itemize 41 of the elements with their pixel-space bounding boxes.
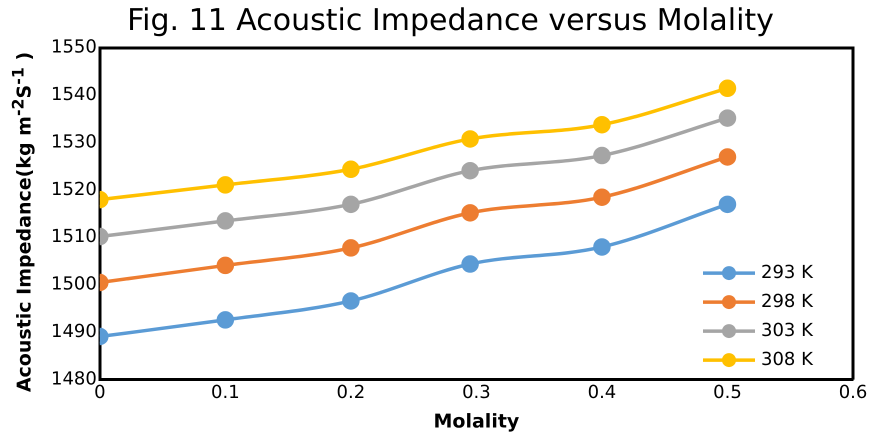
y-tick-label: 1490 — [50, 320, 97, 342]
x-axis-title: Molality — [434, 410, 520, 433]
x-tick-label: 0.6 — [838, 382, 868, 404]
point — [593, 116, 611, 134]
point — [342, 196, 360, 214]
point — [461, 162, 479, 180]
point — [718, 196, 736, 214]
legend-label: 303 K — [761, 320, 814, 341]
point — [216, 311, 234, 329]
x-tick-label: 0.2 — [336, 382, 366, 404]
x-tick-label: 0 — [94, 382, 106, 404]
y-tick-label: 1540 — [50, 84, 97, 106]
point — [718, 80, 736, 98]
point — [593, 188, 611, 206]
point — [342, 160, 360, 178]
point — [342, 292, 360, 310]
chart-title: Fig. 11 Acoustic Impedance versus Molality — [127, 2, 774, 38]
y-tick-label: 1480 — [50, 368, 97, 390]
point — [593, 238, 611, 256]
x-tick-label: 0.4 — [588, 382, 616, 404]
point — [461, 204, 479, 222]
y-tick-label: 1530 — [50, 131, 97, 152]
y-tick-label: 1520 — [50, 178, 97, 200]
point — [593, 146, 611, 164]
x-tick-label: 0.5 — [713, 382, 742, 404]
legend-label: 293 K — [761, 262, 814, 283]
point — [461, 130, 479, 148]
y-tick-label: 1550 — [50, 36, 97, 58]
point — [216, 256, 234, 274]
point — [718, 148, 736, 166]
x-tick-label: 0.1 — [211, 382, 240, 404]
y-tick-label: 1510 — [50, 226, 97, 248]
point — [461, 255, 479, 273]
point — [342, 239, 360, 257]
y-tick-label: 1500 — [50, 274, 97, 295]
point — [216, 212, 234, 230]
point — [216, 176, 234, 194]
legend-label: 308 K — [761, 348, 814, 370]
legend-label: 298 K — [761, 290, 814, 312]
x-tick-label: 0.3 — [462, 382, 491, 404]
point — [718, 109, 736, 127]
